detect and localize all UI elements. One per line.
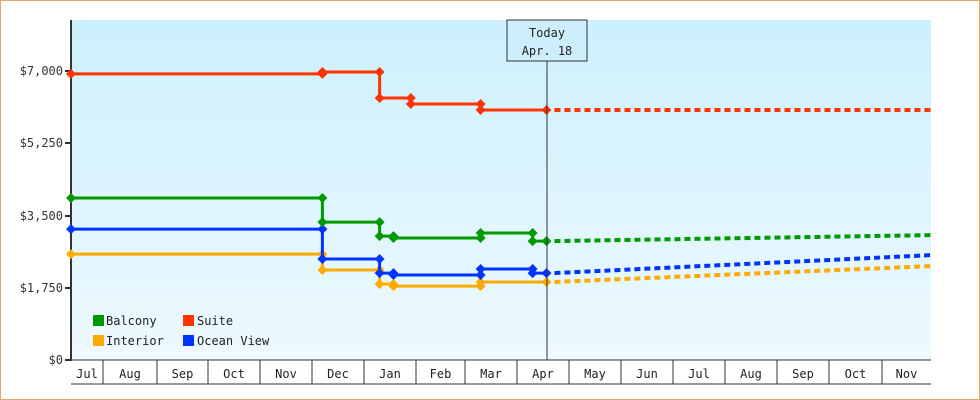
- data-point-marker-icon[interactable]: [374, 254, 385, 265]
- data-point-marker-icon[interactable]: [374, 217, 385, 228]
- x-month-label: Oct: [223, 367, 245, 381]
- x-month-label: Nov: [275, 367, 297, 381]
- y-tick-label: $0: [49, 353, 63, 367]
- data-point-marker-icon[interactable]: [374, 268, 385, 279]
- data-point-marker-icon[interactable]: [317, 217, 328, 228]
- series-ocean-view: [66, 224, 932, 280]
- data-point-marker-icon[interactable]: [374, 67, 385, 78]
- series-balcony: [66, 192, 932, 247]
- svg-text:Suite: Suite: [197, 314, 233, 328]
- data-point-marker-icon[interactable]: [317, 192, 328, 203]
- x-month-label: Jul: [688, 367, 710, 381]
- series-layer: [66, 67, 932, 292]
- svg-text:Ocean View: Ocean View: [197, 334, 270, 348]
- x-month-label: Sep: [172, 367, 194, 381]
- legend-item-balcony[interactable]: Balcony: [93, 314, 157, 328]
- suite-swatch-icon: [183, 315, 194, 326]
- data-point-marker-icon[interactable]: [527, 236, 538, 247]
- x-month-label: May: [584, 367, 606, 381]
- data-point-marker-icon[interactable]: [475, 228, 486, 239]
- legend: Balcony Suite Interior Ocean View: [93, 314, 270, 348]
- legend-item-ocean-view[interactable]: Ocean View: [183, 334, 270, 348]
- data-point-marker-icon[interactable]: [527, 228, 538, 239]
- svg-text:Interior: Interior: [106, 334, 164, 348]
- data-point-marker-icon[interactable]: [317, 67, 328, 78]
- data-point-marker-icon[interactable]: [317, 224, 328, 235]
- today-date: Apr. 18: [522, 44, 573, 58]
- interior-swatch-icon: [93, 335, 104, 346]
- data-point-marker-icon[interactable]: [66, 249, 76, 260]
- data-point-marker-icon[interactable]: [317, 254, 328, 265]
- x-month-label: Jan: [379, 367, 401, 381]
- data-point-marker-icon[interactable]: [541, 268, 552, 279]
- data-point-marker-icon[interactable]: [527, 268, 538, 279]
- data-point-marker-icon[interactable]: [475, 276, 486, 287]
- x-month-label: Sep: [792, 367, 814, 381]
- today-marker: Today Apr. 18: [506, 19, 588, 360]
- ocean-view-swatch-icon: [183, 335, 194, 346]
- data-point-marker-icon[interactable]: [475, 263, 486, 274]
- y-tick-label: $3,500: [20, 209, 63, 223]
- legend-item-interior[interactable]: Interior: [93, 334, 164, 348]
- data-point-marker-icon[interactable]: [66, 192, 76, 203]
- today-label: Today: [529, 26, 565, 40]
- data-point-marker-icon[interactable]: [405, 93, 416, 104]
- x-month-label: Jul: [76, 367, 98, 381]
- data-point-marker-icon[interactable]: [475, 105, 486, 116]
- data-point-marker-icon[interactable]: [374, 231, 385, 242]
- data-point-marker-icon[interactable]: [374, 93, 385, 104]
- data-point-marker-icon[interactable]: [317, 264, 328, 275]
- data-point-marker-icon[interactable]: [66, 224, 76, 235]
- data-point-marker-icon[interactable]: [66, 68, 76, 79]
- data-point-marker-icon[interactable]: [388, 233, 399, 244]
- x-month-label: Aug: [119, 367, 141, 381]
- x-month-label: Aug: [740, 367, 762, 381]
- data-point-marker-icon[interactable]: [405, 99, 416, 110]
- x-month-label: Oct: [845, 367, 867, 381]
- y-tick-label: $1,750: [20, 281, 63, 295]
- data-point-marker-icon[interactable]: [475, 269, 486, 280]
- x-month-label: Dec: [327, 367, 349, 381]
- y-axis: $0 $1,750 $3,500 $5,250 $7,000: [20, 20, 72, 367]
- x-month-label: Nov: [896, 367, 918, 381]
- x-month-label: Jun: [636, 367, 658, 381]
- x-month-label: Mar: [480, 367, 502, 381]
- y-tick-label: $5,250: [20, 136, 63, 150]
- data-point-marker-icon[interactable]: [541, 276, 552, 287]
- data-point-marker-icon[interactable]: [541, 105, 552, 116]
- svg-text:Balcony: Balcony: [106, 314, 157, 328]
- balcony-swatch-icon: [93, 315, 104, 326]
- plot-area: [71, 20, 931, 360]
- x-month-label: Apr: [532, 367, 554, 381]
- data-point-marker-icon[interactable]: [541, 236, 552, 247]
- series-suite: [66, 67, 931, 116]
- x-axis: Jul Aug Sep Oct Nov Dec Jan Feb Mar Apr May Jun Jul A…: [66, 359, 931, 385]
- data-point-marker-icon[interactable]: [388, 281, 399, 292]
- data-point-marker-icon[interactable]: [388, 269, 399, 280]
- x-month-label: Feb: [430, 367, 452, 381]
- data-point-marker-icon[interactable]: [475, 99, 486, 110]
- y-tick-label: $7,000: [20, 64, 63, 78]
- legend-item-suite[interactable]: Suite: [183, 314, 233, 328]
- data-point-marker-icon[interactable]: [374, 279, 385, 290]
